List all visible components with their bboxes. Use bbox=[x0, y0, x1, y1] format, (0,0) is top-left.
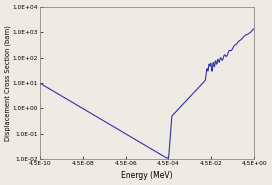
X-axis label: Energy (MeV): Energy (MeV) bbox=[121, 171, 173, 180]
Y-axis label: Displacement Cross Section (barn): Displacement Cross Section (barn) bbox=[5, 25, 11, 141]
